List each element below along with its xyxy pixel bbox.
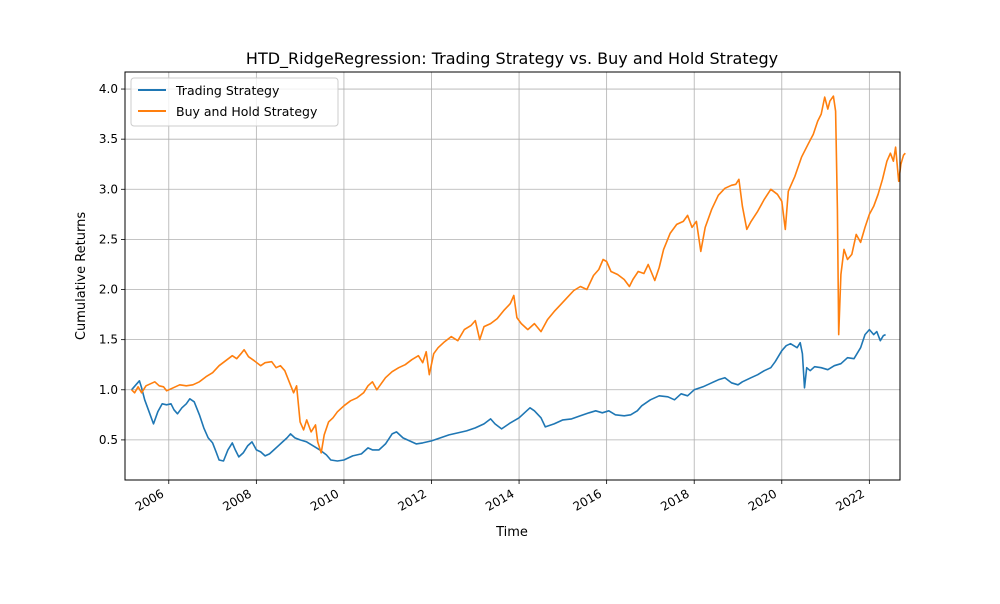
chart-title: HTD_RidgeRegression: Trading Strategy vs… <box>246 49 778 69</box>
series-group <box>130 95 906 462</box>
y-tick-label: 1.0 <box>99 383 118 397</box>
plot-frame <box>124 71 901 481</box>
legend-label-trading: Trading Strategy <box>175 83 280 98</box>
buy-and-hold-line <box>131 95 906 454</box>
y-tick-label: 4.0 <box>99 82 118 96</box>
legend-label-buy-hold: Buy and Hold Strategy <box>176 104 318 119</box>
y-tick-label: 1.5 <box>99 333 118 347</box>
grid <box>125 72 900 480</box>
y-tick-label: 3.5 <box>99 132 118 146</box>
y-axis-label: Cumulative Returns <box>74 212 89 340</box>
legend: Trading Strategy Buy and Hold Strategy <box>130 77 339 127</box>
y-tick-label: 0.5 <box>99 433 118 447</box>
trading-strategy-line <box>130 328 886 462</box>
y-tick-label: 2.0 <box>99 283 118 297</box>
x-axis-label: Time <box>495 525 528 540</box>
y-tick-label: 3.0 <box>99 182 118 196</box>
legend-box <box>130 77 339 127</box>
y-tick-label: 2.5 <box>99 232 118 246</box>
